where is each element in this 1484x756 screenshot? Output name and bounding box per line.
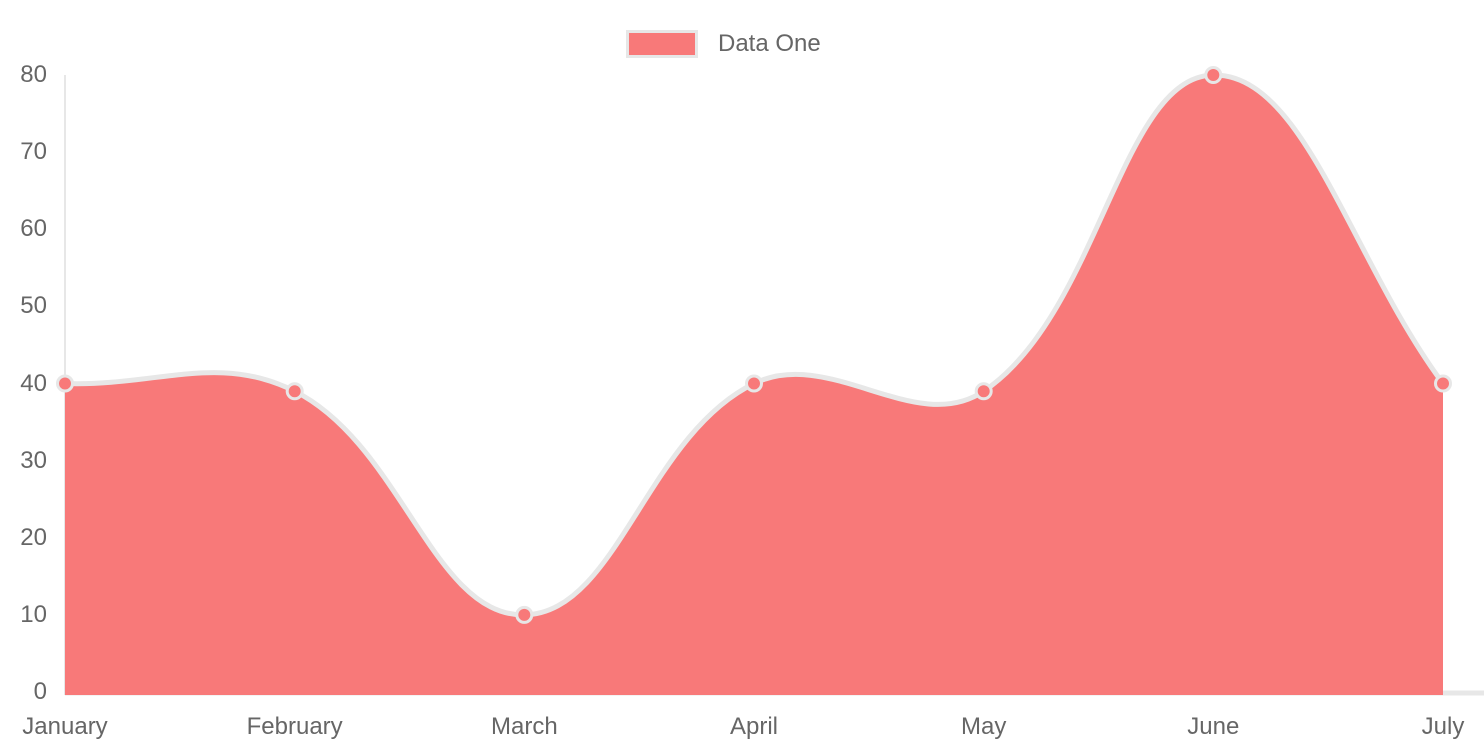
y-tick-label-50: 50: [20, 292, 47, 320]
y-tick-label-40: 40: [20, 369, 47, 397]
data-point-may[interactable]: [974, 382, 993, 401]
x-tick-label-june: June: [1187, 713, 1240, 740]
legend-swatch: [626, 30, 698, 58]
x-tick-label-january: January: [22, 713, 108, 740]
data-point-july[interactable]: [1434, 374, 1452, 393]
data-point-june[interactable]: [1204, 66, 1223, 84]
x-tick-label-march: March: [490, 713, 558, 740]
legend-label: Data One: [718, 30, 821, 57]
y-tick-label-60: 60: [20, 215, 47, 243]
x-tick-label-february: February: [246, 713, 343, 740]
y-tick-label-20: 20: [20, 523, 47, 551]
data-point-april[interactable]: [745, 374, 763, 393]
y-tick-label-70: 70: [20, 138, 47, 166]
legend-item-data-one[interactable]: Data One: [626, 30, 821, 58]
x-tick-label-july: July: [1421, 713, 1465, 740]
y-tick-label-80: 80: [20, 61, 47, 88]
data-point-february[interactable]: [285, 382, 304, 401]
y-tick-label-30: 30: [20, 446, 47, 474]
y-tick-label-10: 10: [20, 600, 47, 628]
data-point-january[interactable]: [56, 374, 74, 393]
x-tick-label-may: May: [960, 713, 1007, 740]
data-point-march[interactable]: [515, 605, 534, 624]
x-tick-label-april: April: [729, 713, 778, 740]
y-tick-label-0: 0: [33, 678, 47, 705]
